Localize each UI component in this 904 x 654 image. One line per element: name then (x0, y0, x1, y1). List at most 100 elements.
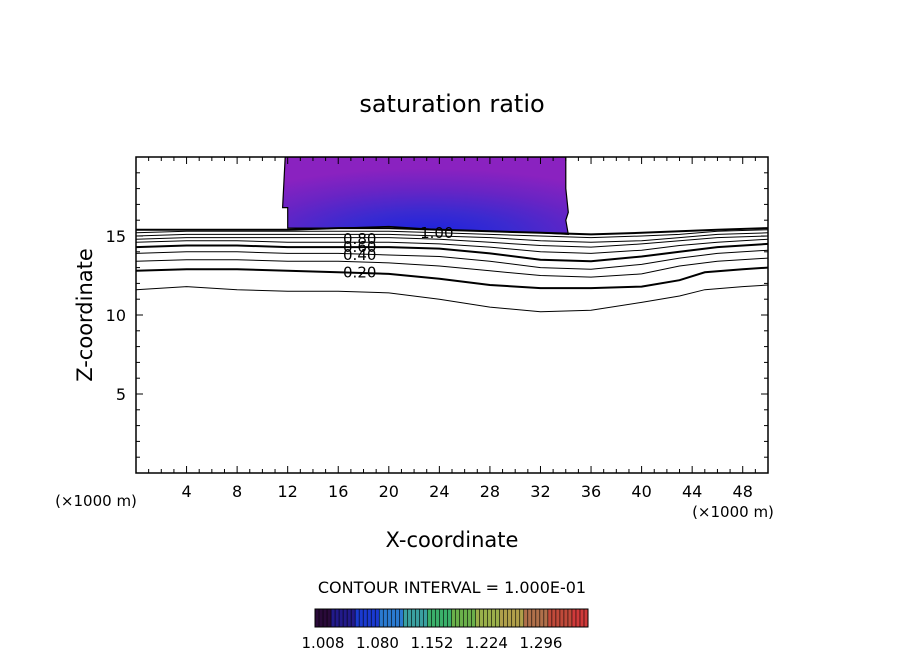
axis-ticks (136, 157, 768, 473)
colorbar-cell (583, 609, 589, 627)
colorbar-cell (387, 609, 392, 627)
contour-label: 0.20 (343, 263, 376, 281)
x-axis-label: X-coordinate (386, 528, 519, 552)
colorbar-cell (535, 609, 541, 627)
colorbar-cell (439, 609, 444, 627)
colorbar-cell (487, 609, 493, 627)
x-tick-label: 48 (733, 482, 753, 501)
contour-line-0.2 (136, 266, 768, 290)
contour-label: 1.00 (420, 224, 453, 242)
colorbar-cell (399, 609, 404, 627)
y-tick-label: 10 (106, 306, 126, 325)
colorbar-cell (503, 609, 509, 627)
colorbar-cell (351, 609, 356, 627)
x-tick-label: 16 (328, 482, 348, 501)
x-tick-label: 40 (631, 482, 651, 501)
colorbar-cell (531, 609, 537, 627)
x-unit-left: (×1000 m) (55, 492, 137, 510)
contour-line-0.7 (136, 235, 768, 248)
colorbar-cell (523, 609, 529, 627)
colorbar-cell (411, 609, 416, 627)
contour-label: 0.80 (343, 230, 376, 248)
contour-label: 0.60 (343, 238, 376, 256)
colorbar-cell (555, 609, 561, 627)
x-tick-label: 44 (682, 482, 702, 501)
colorbar-cell (327, 609, 332, 627)
contour-line-0.6 (136, 238, 768, 254)
colorbar-cell (559, 609, 565, 627)
contour-labels: 0.200.400.600.80 1.00 (343, 224, 454, 282)
chart-title: saturation ratio (359, 90, 544, 118)
colorbar-cell (507, 609, 513, 627)
colorbar-cell (459, 609, 464, 627)
supersaturation-shaded-region (281, 157, 570, 236)
contour-line-0.5 (136, 242, 768, 263)
y-axis-label: Z-coordinate (73, 248, 97, 382)
contour-line-0.3 (136, 257, 768, 278)
colorbar-cell (335, 609, 340, 627)
contour-line-0.4 (136, 249, 768, 270)
contour-line-0.9 (136, 229, 768, 239)
colorbar-tick-label: 1.224 (465, 634, 508, 652)
colorbar-cell (359, 609, 364, 627)
colorbar-cell (579, 609, 585, 627)
x-tick-label: 12 (278, 482, 298, 501)
colorbar-cell (571, 609, 577, 627)
x-tick-label: 8 (232, 482, 242, 501)
colorbar-cell (395, 609, 400, 627)
colorbar-cell (563, 609, 569, 627)
colorbar-cell (407, 609, 412, 627)
colorbar-cell (463, 609, 468, 627)
x-tick-labels: 4 8 12 16 20 24 28 32 36 40 44 48 (181, 482, 752, 501)
colorbar-cell (379, 609, 384, 627)
colorbar-tick-label: 1.152 (411, 634, 454, 652)
colorbar-cell (391, 609, 396, 627)
colorbar-cell (375, 609, 380, 627)
colorbar-tick-label: 1.296 (520, 634, 563, 652)
y-tick-label: 5 (116, 385, 126, 404)
contour-lines (136, 227, 768, 313)
colorbar-cell (519, 609, 525, 627)
colorbar-cell (423, 609, 428, 627)
x-unit-right: (×1000 m) (692, 503, 774, 521)
x-tick-label: 4 (181, 482, 191, 501)
colorbar-cell (575, 609, 581, 627)
contour-line-0.1 (136, 284, 768, 313)
shaded-region-fill (281, 157, 570, 236)
colorbar-cell (471, 609, 476, 627)
colorbar-cell (323, 609, 328, 627)
colorbar-cell (479, 609, 485, 627)
colorbar-cell (371, 609, 376, 627)
colorbar-cell (319, 609, 324, 627)
colorbar-cell (403, 609, 408, 627)
x-tick-label: 36 (581, 482, 601, 501)
contour-interval-text: CONTOUR INTERVAL = 1.000E-01 (318, 578, 586, 597)
colorbar-tick-label: 1.008 (302, 634, 345, 652)
colorbar-cell (467, 609, 472, 627)
colorbar-cell (547, 609, 553, 627)
colorbar-cell (383, 609, 388, 627)
contour-label: 0.40 (343, 246, 376, 264)
colorbar-labels: 1.008 1.080 1.152 1.224 1.296 (302, 634, 563, 652)
colorbar-cell (511, 609, 517, 627)
colorbar-cell (415, 609, 420, 627)
colorbar-cell (475, 609, 480, 627)
colorbar-cell (435, 609, 440, 627)
colorbar-cell (363, 609, 368, 627)
colorbar-cell (495, 609, 501, 627)
colorbar-cell (347, 609, 352, 627)
colorbar-frame (314, 608, 589, 628)
contour-line-0.8 (136, 232, 768, 243)
colorbar-cell (483, 609, 489, 627)
colorbar-cell (343, 609, 348, 627)
colorbar-cell (419, 609, 424, 627)
colorbar-cell (539, 609, 545, 627)
colorbar-cell (499, 609, 505, 627)
x-tick-label: 28 (480, 482, 500, 501)
colorbar-cell (551, 609, 557, 627)
colorbar-tick-label: 1.080 (356, 634, 399, 652)
y-tick-label: 15 (106, 227, 126, 246)
colorbar-cell (515, 609, 521, 627)
colorbar (314, 608, 589, 628)
colorbar-cell (527, 609, 533, 627)
